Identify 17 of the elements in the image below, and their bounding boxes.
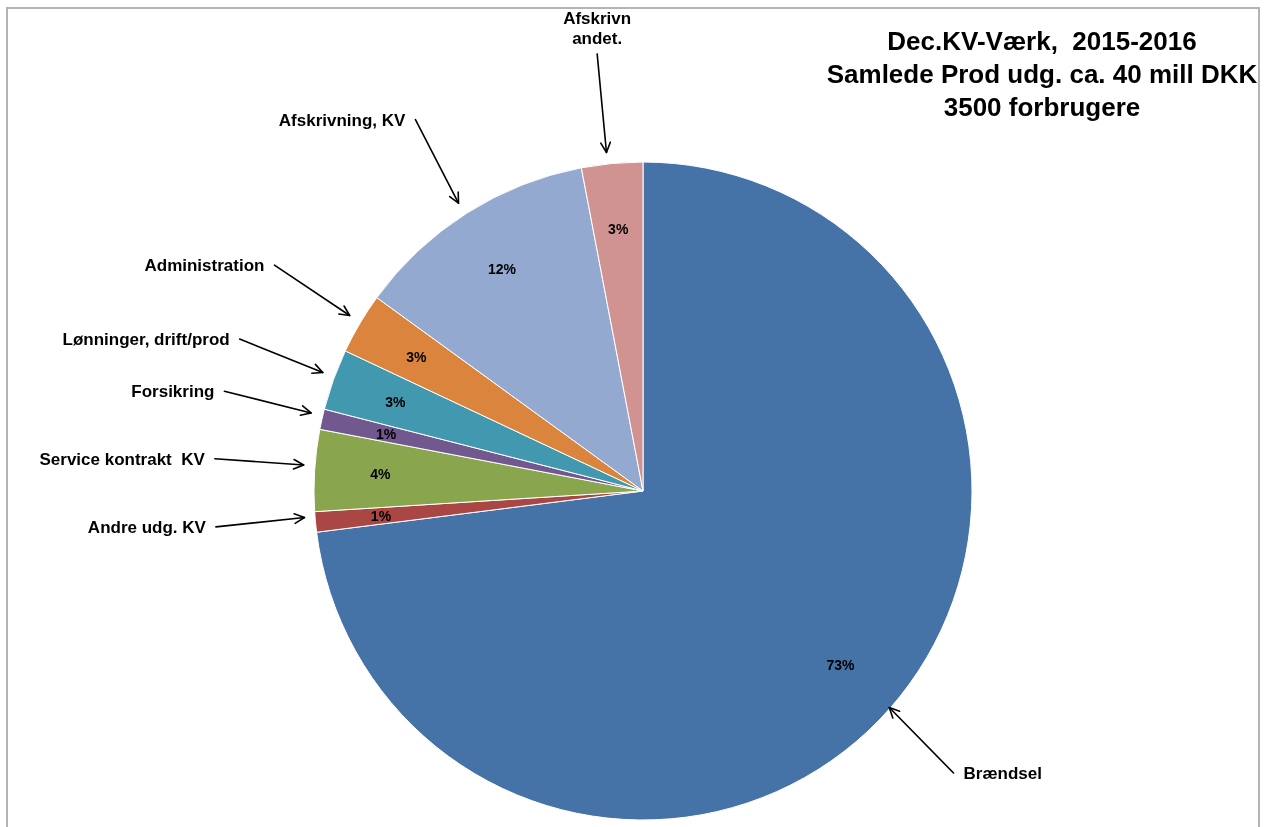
slice-label: Afskrivn andet. <box>563 9 632 48</box>
slice-label: Forsikring <box>131 382 215 402</box>
slice-label: Lønninger, drift/prod <box>62 329 230 349</box>
data-label: 3% <box>385 393 407 410</box>
data-label: 1% <box>376 425 397 442</box>
slice-label: Administration <box>144 256 265 276</box>
data-label: 4% <box>370 466 391 483</box>
data-label: 1% <box>370 507 392 524</box>
data-label: 73% <box>826 657 855 674</box>
data-label: 12% <box>487 260 517 277</box>
data-label: 3% <box>608 220 629 237</box>
slice-label: Afskrivning, KV <box>278 110 407 130</box>
slice-label: Brændsel <box>963 763 1042 783</box>
slice-label: Service kontrakt KV <box>39 449 206 469</box>
text: Dec.KV-Værk, 2015-2016 Samlede Prod udg. ca. 40 mill DKK 3500 forbrugere <box>825 25 1259 124</box>
data-label: 3% <box>406 349 428 366</box>
slice-label: Andre udg. KV <box>87 517 207 537</box>
